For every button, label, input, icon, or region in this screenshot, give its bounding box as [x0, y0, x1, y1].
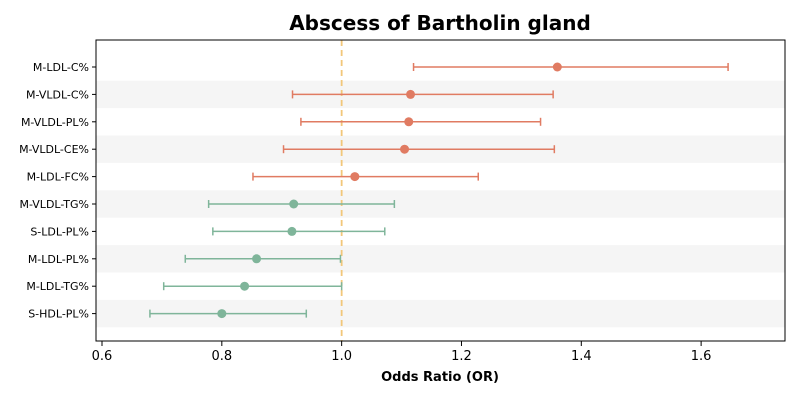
or-point	[287, 226, 297, 236]
y-tick-label: M-VLDL-CE%	[19, 143, 89, 156]
y-tick-label: M-VLDL-C%	[26, 88, 89, 101]
x-tick-label: 1.2	[451, 349, 472, 364]
y-tick-label: M-VLDL-PL%	[21, 116, 89, 129]
y-tick-label: S-HDL-PL%	[28, 308, 89, 321]
x-tick-label: 0.8	[211, 349, 232, 364]
y-tick-label: M-LDL-C%	[33, 61, 89, 74]
y-tick-label: M-LDL-TG%	[26, 280, 89, 293]
or-point	[552, 62, 562, 72]
plot-frame	[95, 39, 786, 342]
y-tick-label: M-VLDL-TG%	[19, 198, 89, 211]
or-point	[240, 281, 250, 291]
confidence-intervals	[149, 62, 729, 319]
x-axis: 0.6 0.8 1.0 1.2 1.4 1.6	[92, 341, 712, 364]
or-point	[406, 89, 416, 99]
y-tick-label: M-LDL-FC%	[27, 171, 89, 184]
y-tick-label: M-LDL-PL%	[28, 253, 89, 266]
or-point	[289, 199, 299, 209]
x-tick-label: 0.6	[92, 349, 113, 364]
or-point	[252, 254, 262, 264]
or-point	[400, 144, 410, 154]
row-band	[96, 190, 785, 218]
x-tick-label: 1.0	[331, 349, 352, 364]
chart-title: Abscess of Bartholin gland	[289, 11, 591, 35]
row-bands	[96, 80, 785, 328]
x-tick-label: 1.4	[571, 349, 592, 364]
or-point	[350, 172, 360, 182]
x-tick-label: 1.6	[691, 349, 712, 364]
or-point	[217, 309, 227, 319]
x-axis-label: Odds Ratio (OR)	[381, 370, 499, 385]
y-tick-label: S-LDL-PL%	[30, 225, 89, 238]
y-axis: M-LDL-C% M-VLDL-C% M-VLDL-PL% M-VLDL-CE% M-L…	[19, 61, 96, 321]
or-point	[404, 117, 414, 127]
